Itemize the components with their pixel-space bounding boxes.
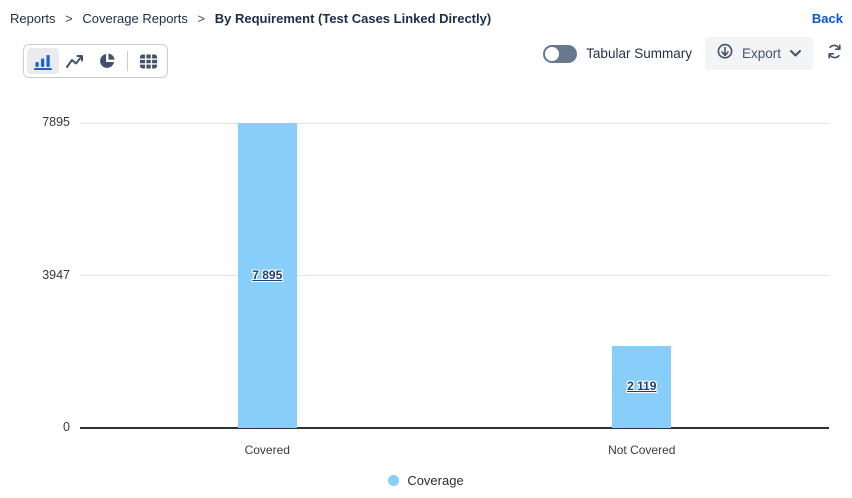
- tabular-summary-label: Tabular Summary: [586, 46, 692, 61]
- table-icon: [139, 53, 158, 70]
- export-download-icon: [716, 43, 734, 64]
- chevron-down-icon: [789, 46, 802, 61]
- x-axis-label-covered: Covered: [244, 443, 290, 457]
- legend-coverage-label: Coverage: [407, 473, 464, 488]
- chart-type-switcher: [23, 44, 168, 78]
- breadcrumb-current-page: By Requirement (Test Cases Linked Direct…: [214, 11, 492, 26]
- gridline: [80, 275, 829, 277]
- breadcrumb: Reports > Coverage Reports > By Requirem…: [10, 11, 491, 26]
- breadcrumb-item-reports[interactable]: Reports: [10, 11, 56, 26]
- bar-value-link-not-covered[interactable]: 2 119: [627, 379, 657, 394]
- x-axis-label-not-covered: Not Covered: [608, 443, 676, 457]
- legend-coverage-dot: [388, 475, 400, 486]
- y-axis-tick: 3947: [42, 267, 70, 282]
- chart-legend: Coverage: [0, 473, 852, 488]
- y-axis-tick: 0: [63, 420, 70, 434]
- bar-value-link-covered[interactable]: 7 895: [252, 267, 283, 282]
- bar-chart-icon: [33, 53, 53, 70]
- refresh-button[interactable]: [822, 42, 846, 66]
- gridline: [80, 122, 829, 124]
- line-chart-view-button[interactable]: [59, 48, 91, 74]
- x-axis-line: [80, 427, 829, 429]
- export-label: Export: [741, 46, 781, 61]
- bar-not-covered[interactable]: [612, 346, 672, 428]
- line-chart-icon: [65, 53, 85, 70]
- breadcrumb-item-coverage-reports[interactable]: Coverage Reports: [82, 11, 188, 26]
- tabular-summary-toggle[interactable]: [543, 44, 578, 63]
- toolbar-right: Tabular Summary Export: [543, 37, 846, 70]
- breadcrumb-separator: >: [65, 11, 73, 26]
- y-axis-tick: 7895: [42, 115, 70, 129]
- breadcrumb-separator: >: [197, 11, 206, 26]
- pie-chart-icon: [98, 52, 116, 70]
- toggle-knob: [545, 46, 560, 61]
- refresh-icon: [825, 42, 844, 66]
- back-link[interactable]: Back: [811, 11, 843, 26]
- bar-covered[interactable]: [237, 123, 297, 428]
- table-view-button[interactable]: [132, 48, 164, 74]
- toolbar-divider: [127, 51, 128, 71]
- export-button[interactable]: Export: [704, 37, 813, 70]
- pie-chart-view-button[interactable]: [91, 48, 123, 74]
- bar-chart-view-button[interactable]: [27, 48, 59, 74]
